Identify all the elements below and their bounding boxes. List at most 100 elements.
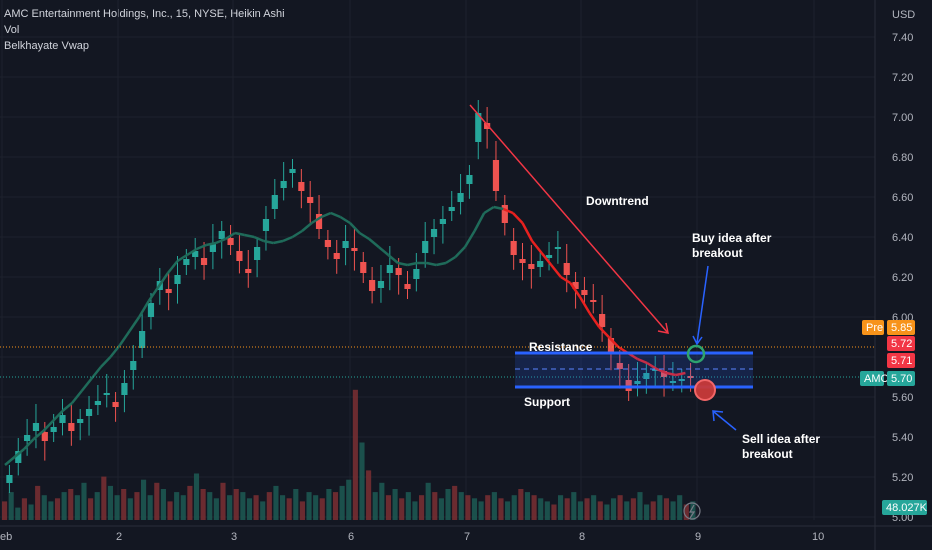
volume-bar	[372, 492, 378, 520]
volume-bar	[273, 485, 279, 520]
legend-title[interactable]: AMC Entertainment Holdings, Inc., 15, NY…	[4, 8, 285, 20]
candle-body	[660, 371, 668, 377]
volume-bar	[359, 442, 365, 520]
volume-bar	[610, 498, 617, 520]
vwap-line-segment	[330, 211, 341, 219]
vwap-line-segment	[358, 231, 370, 241]
candle-body	[236, 251, 243, 261]
volume-bar	[220, 482, 226, 520]
x-tick-label: eb	[0, 531, 12, 543]
vwap-line-segment	[224, 231, 236, 241]
candle-body	[581, 290, 588, 295]
candle-body	[572, 282, 579, 289]
candle-body	[77, 419, 84, 423]
volume-bar	[200, 489, 206, 520]
lightning-icon[interactable]	[683, 502, 701, 520]
downtrend-label: Downtrend	[586, 194, 649, 208]
vwap-line-segment	[665, 371, 677, 377]
candle-body	[563, 263, 570, 275]
candle-body	[289, 169, 296, 173]
volume-bar	[445, 489, 451, 520]
legend-vol[interactable]: Vol	[4, 24, 20, 36]
volume-bar	[28, 504, 34, 520]
volume-bar	[385, 495, 392, 520]
buy-arrow[interactable]	[696, 265, 709, 344]
vwap-line-segment	[656, 367, 667, 375]
y-tick-label: 7.40	[892, 32, 913, 44]
candle-body	[245, 269, 252, 273]
downtrend-arrow[interactable]	[469, 104, 669, 334]
volume-bar	[21, 498, 27, 520]
volume-bar	[485, 495, 491, 520]
vwap-line-segment	[493, 205, 504, 211]
volume-bar	[452, 485, 458, 520]
vwap-line-segment	[377, 246, 390, 256]
candle-body	[377, 281, 385, 288]
candle-body	[298, 182, 305, 191]
candle-body	[218, 231, 225, 239]
volume-bar	[246, 498, 253, 520]
sell-arrow[interactable]	[713, 411, 737, 431]
y-tick-label: 5.20	[892, 472, 913, 484]
volume-bar	[74, 495, 80, 520]
buy-marker-circle[interactable]	[686, 344, 706, 364]
legend-vwap[interactable]: Belkhayate Vwap	[4, 40, 89, 52]
candle-body	[94, 401, 101, 405]
volume-bar	[478, 501, 484, 520]
last-price2-badge	[887, 353, 915, 368]
vwap-line-segment	[42, 420, 54, 432]
range-box[interactable]	[515, 353, 753, 387]
candle-body	[280, 181, 287, 188]
candle-body	[554, 247, 561, 249]
pre-badge	[862, 320, 884, 335]
vwap-line-segment	[128, 316, 141, 332]
volume-bar	[558, 495, 564, 520]
volume-bar	[518, 489, 524, 520]
volume-badge	[882, 500, 927, 515]
sell-arrowhead	[712, 410, 724, 422]
volume-bar	[253, 495, 259, 520]
chart-legend: AMC Entertainment Holdings, Inc., 15, NY…	[4, 6, 285, 54]
volume-bar	[326, 489, 332, 520]
volume-bar	[107, 485, 114, 520]
vwap-line-segment	[234, 231, 245, 237]
candle-body	[68, 423, 75, 431]
volume-bar	[174, 492, 180, 520]
volume-bar	[101, 476, 107, 520]
volume-bar	[121, 489, 127, 520]
y-tick-label: 6.40	[892, 232, 913, 244]
volume-bar	[61, 492, 67, 520]
volume-bar	[299, 501, 305, 520]
volume-bar	[141, 479, 147, 520]
candle-body	[254, 247, 261, 260]
candle-body	[369, 280, 376, 291]
vwap-line-segment	[282, 235, 293, 243]
sell-idea-label-line1: Sell idea after	[742, 432, 820, 446]
vwap-line-segment	[454, 246, 466, 258]
volume-bar	[346, 479, 352, 520]
sell-marker-circle[interactable]	[694, 379, 716, 401]
y-tick-label: 7.20	[892, 72, 913, 84]
vwap-line-segment	[397, 261, 408, 267]
volume-bar	[663, 498, 670, 520]
vwap-line-segment	[166, 260, 179, 274]
vwap-line-segment	[598, 326, 610, 338]
vwap-line-segment	[560, 275, 572, 285]
vwap-line-segment	[320, 211, 332, 219]
volume-bar	[293, 489, 299, 520]
x-tick-label: 6	[348, 531, 354, 543]
vwap-line-segment	[61, 402, 73, 412]
amc-badge-text: AMC	[864, 373, 889, 385]
candle-body	[590, 300, 597, 302]
vwap-line-segment	[349, 222, 361, 234]
volume-bar	[352, 389, 358, 520]
candle-body	[227, 238, 234, 245]
vwap-line-segment	[244, 233, 255, 239]
vwap-line-segment	[215, 237, 226, 245]
candle-body	[669, 381, 676, 383]
candle-body	[271, 195, 278, 209]
candle-body	[599, 314, 606, 327]
vwap-line-segment	[147, 286, 160, 302]
vwap-line-segment	[32, 430, 45, 440]
